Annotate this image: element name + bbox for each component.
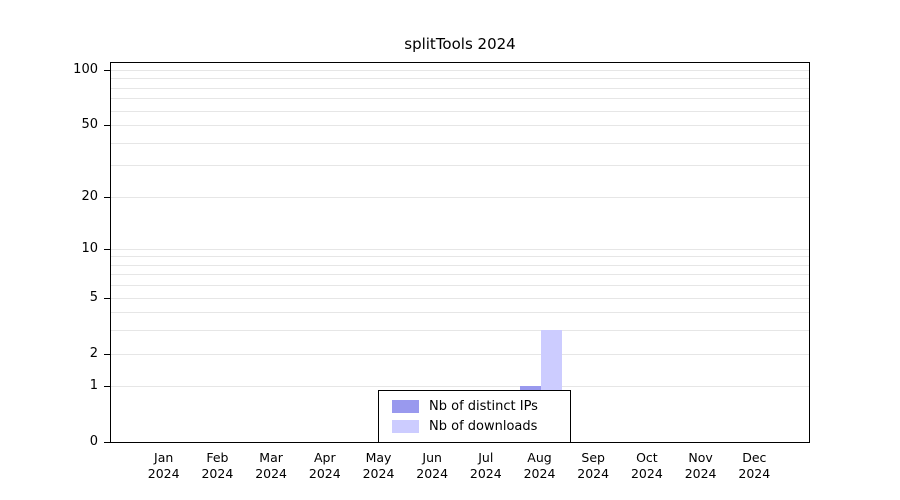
- y-axis-label: 0: [89, 434, 98, 449]
- x-axis-label: Jan 2024: [147, 450, 180, 481]
- x-axis-label: Apr 2024: [308, 450, 341, 481]
- chart-title: splitTools 2024: [404, 35, 516, 53]
- legend: Nb of distinct IPs Nb of downloads: [378, 390, 571, 443]
- x-axis-label: Aug 2024: [523, 450, 556, 481]
- gridline: [111, 98, 809, 100]
- gridline: [111, 256, 809, 258]
- y-axis-label: 100: [73, 62, 98, 77]
- y-axis-tick: [104, 248, 110, 250]
- x-axis-label: May 2024: [362, 450, 395, 481]
- y-axis-tick: [104, 386, 110, 388]
- legend-item-downloads: Nb of downloads: [392, 417, 570, 436]
- gridline: [111, 87, 809, 89]
- legend-label-downloads: Nb of downloads: [429, 419, 538, 435]
- x-axis-label: Oct 2024: [630, 450, 663, 481]
- x-axis-label: Sep 2024: [577, 450, 610, 481]
- gridline: [111, 125, 809, 127]
- y-axis-label: 5: [89, 289, 98, 305]
- gridline: [111, 248, 809, 250]
- x-axis-label: Jul 2024: [469, 450, 502, 481]
- y-axis-label: 2: [89, 345, 98, 361]
- y-axis-label: 10: [81, 240, 98, 256]
- gridline: [111, 386, 809, 388]
- gridline: [111, 312, 809, 314]
- y-axis-tick: [104, 297, 110, 299]
- gridline: [111, 70, 809, 71]
- y-axis-label: 50: [81, 117, 98, 133]
- y-axis-tick: [104, 196, 110, 198]
- legend-item-distinct-ips: Nb of distinct IPs: [392, 397, 570, 416]
- x-axis-label: Feb 2024: [201, 450, 234, 481]
- gridline: [111, 165, 809, 167]
- x-axis-label: Mar 2024: [255, 450, 287, 481]
- legend-swatch-downloads: [392, 420, 419, 434]
- gridline: [111, 353, 809, 355]
- legend-label-distinct-ips: Nb of distinct IPs: [429, 398, 538, 414]
- gridline: [111, 142, 809, 144]
- plot-area: [110, 62, 810, 443]
- gridline: [111, 196, 809, 198]
- x-axis-label: Dec 2024: [738, 450, 771, 481]
- gridline: [111, 264, 809, 266]
- gridline: [111, 285, 809, 287]
- y-axis-tick: [104, 353, 110, 355]
- gridline: [111, 274, 809, 276]
- gridline: [111, 110, 809, 112]
- x-axis-label: Nov 2024: [684, 450, 717, 481]
- x-axis-label: Jun 2024: [416, 450, 449, 481]
- gridline: [111, 330, 809, 332]
- gridline: [111, 297, 809, 299]
- y-axis-label: 1: [89, 378, 98, 394]
- y-axis-tick: [104, 442, 110, 443]
- y-axis-tick: [104, 70, 110, 71]
- y-axis-tick: [104, 125, 110, 127]
- gridline: [111, 78, 809, 80]
- legend-swatch-distinct-ips: [392, 399, 419, 413]
- y-axis-label: 20: [81, 188, 98, 204]
